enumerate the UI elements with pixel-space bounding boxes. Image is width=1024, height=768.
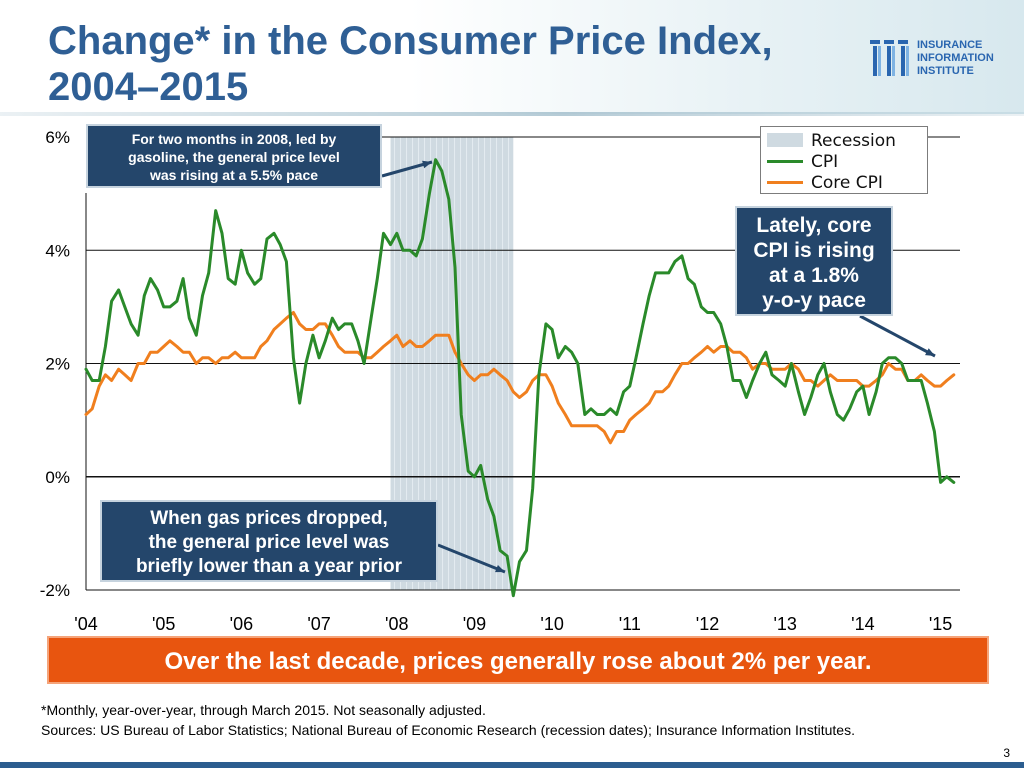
logo-line-1: INSURANCE [917,39,983,51]
callout-2008-pointer-head [422,160,432,169]
callout-core-pointer-head [925,348,935,356]
y-tick-label: 6% [45,128,70,147]
summary-banner: Over the last decade, prices generally r… [47,636,989,684]
callout-gas-pointer [437,543,506,574]
header-band [0,0,1024,114]
x-tick-label: '06 [230,614,253,634]
y-tick-label: 2% [45,355,70,374]
callout-core-line-3: at a 1.8% [769,264,859,287]
page-title: Change* in the Consumer Price Index, 200… [48,18,848,110]
cpi-series-line [84,158,956,598]
title-line-1: Change* in the Consumer Price Index, [48,19,773,63]
x-tick-label: '14 [851,614,874,634]
callout-core-line-4: y-o-y pace [762,289,866,312]
x-tick-label: '15 [929,614,952,634]
logo-line-3: INSTITUTE [917,65,974,77]
page-number: 3 [1003,746,1010,760]
x-tick-label: '05 [152,614,175,634]
y-tick-label: 0% [45,468,70,487]
x-tick-label: '12 [696,614,719,634]
x-tick-label: '11 [619,614,641,634]
legend-swatch-core-cpi [767,181,803,184]
x-tick-label: '10 [540,614,563,634]
chart-legend: Recession CPI Core CPI [760,126,928,194]
header-divider [0,112,1024,116]
footnote: *Monthly, year-over-year, through March … [41,700,855,740]
iii-logo-icon [870,40,909,76]
callout-gas-line-3: briefly lower than a year prior [135,556,403,577]
callout-core-line-1: Lately, core [756,214,872,237]
legend-label-core-cpi: Core CPI [811,173,883,193]
x-tick-label: '09 [463,614,486,634]
callout-gas-drop: When gas prices dropped, the general pri… [100,500,438,582]
legend-swatch-cpi [767,160,803,163]
footer-bar [0,762,1024,768]
footnote-sources: Sources: US Bureau of Labor Statistics; … [41,722,855,738]
callout-core-line-2: CPI is rising [753,239,875,262]
legend-label-cpi: CPI [811,152,839,172]
y-tick-label: -2% [40,581,70,600]
callout-gas-line-1: When gas prices dropped, [150,508,388,529]
callout-2008-spike: For two months in 2008, led by gasoline,… [86,124,382,188]
footnote-line-1: *Monthly, year-over-year, through March … [41,702,486,718]
logo-line-2: INFORMATION [917,52,994,64]
callout-gas-pointer-head [495,564,505,573]
x-tick-label: '04 [74,614,97,634]
x-tick-label: '07 [307,614,330,634]
callout-core-pointer [859,314,936,358]
callout-2008-line-2: gasoline, the general price level [128,149,340,165]
y-tick-label: 4% [45,241,70,260]
callout-gas-line-2: the general price level was [148,532,390,553]
core-cpi-series-line [84,311,956,445]
logo-wordmark: INSURANCE INFORMATION INSTITUTE [917,39,994,78]
legend-label-recession: Recession [811,131,896,151]
legend-swatch-recession [767,133,803,147]
callout-2008-line-3: was rising at a 5.5% pace [149,167,319,183]
title-line-2: 2004–2015 [48,65,249,109]
x-tick-label: '13 [773,614,796,634]
callout-core-cpi: Lately, core CPI is rising at a 1.8% y-o… [735,206,893,316]
callout-2008-line-1: For two months in 2008, led by [131,131,337,147]
x-tick-label: '08 [385,614,408,634]
